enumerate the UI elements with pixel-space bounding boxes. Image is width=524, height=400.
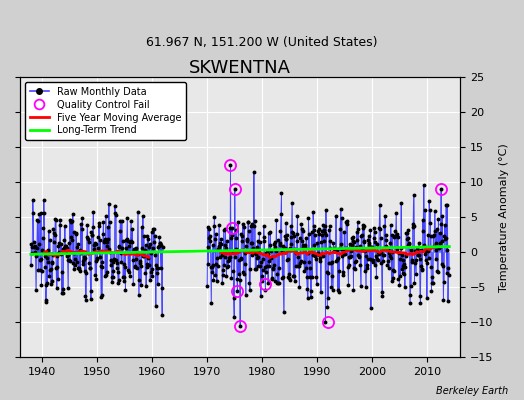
Title: SKWENTNA: SKWENTNA: [189, 59, 291, 77]
Text: 61.967 N, 151.200 W (United States): 61.967 N, 151.200 W (United States): [146, 36, 378, 49]
Legend: Raw Monthly Data, Quality Control Fail, Five Year Moving Average, Long-Term Tren: Raw Monthly Data, Quality Control Fail, …: [25, 82, 186, 140]
Text: Berkeley Earth: Berkeley Earth: [436, 386, 508, 396]
Y-axis label: Temperature Anomaly (°C): Temperature Anomaly (°C): [499, 143, 509, 292]
